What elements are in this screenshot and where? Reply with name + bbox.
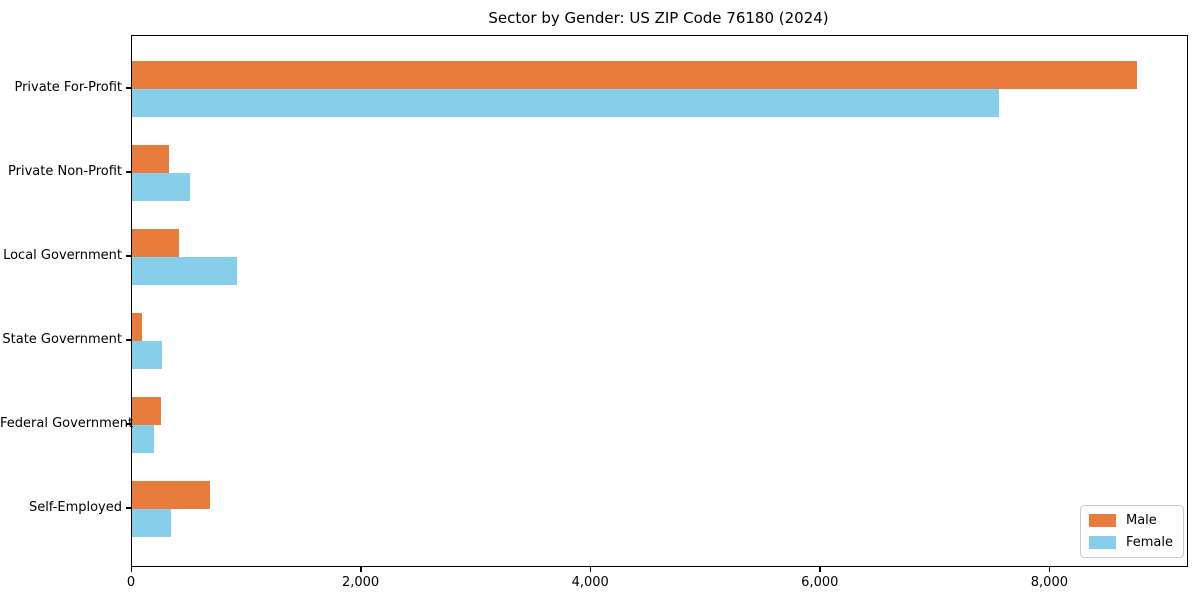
- legend-label: Female: [1125, 535, 1173, 550]
- bar-female-2: [132, 257, 237, 285]
- bar-male-5: [132, 481, 211, 509]
- y-tick-label: State Government: [2, 332, 122, 347]
- y-tick-mark: [126, 423, 131, 425]
- bar-male-4: [132, 397, 162, 425]
- x-tick-mark: [1048, 566, 1051, 572]
- y-tick-label: Local Government: [3, 248, 122, 263]
- plot-area: Male Female: [131, 35, 1188, 567]
- bar-female-4: [132, 425, 154, 453]
- y-tick-label: Private For-Profit: [14, 80, 122, 95]
- legend-swatch-female: [1088, 536, 1116, 549]
- legend-item-male: Male: [1088, 513, 1173, 528]
- legend-label: Male: [1125, 513, 1157, 528]
- bar-male-3: [132, 313, 143, 341]
- y-tick-mark: [126, 87, 131, 89]
- x-tick-mark: [589, 566, 592, 572]
- y-tick-label: Federal Government: [0, 416, 134, 431]
- chart-title: Sector by Gender: US ZIP Code 76180 (202…: [488, 9, 829, 27]
- legend-swatch-male: [1088, 514, 1116, 527]
- y-tick-label: Self-Employed: [28, 500, 122, 515]
- bar-male-1: [132, 145, 169, 173]
- y-tick-mark: [126, 255, 131, 257]
- bar-female-0: [132, 89, 999, 117]
- x-tick-label: 8,000: [1030, 575, 1068, 590]
- y-tick-mark: [126, 171, 131, 173]
- y-tick-mark: [126, 507, 131, 509]
- bar-male-0: [132, 61, 1137, 89]
- bar-female-3: [132, 341, 162, 369]
- y-tick-label: Private Non-Profit: [8, 164, 122, 179]
- x-tick-mark: [819, 566, 821, 572]
- y-tick-mark: [126, 339, 131, 341]
- x-tick-label: 4,000: [571, 575, 609, 590]
- bar-male-2: [132, 229, 180, 257]
- bar-female-1: [132, 173, 190, 201]
- legend-item-female: Female: [1088, 535, 1173, 550]
- x-tick-label: 6,000: [801, 575, 839, 590]
- x-tick-mark: [130, 566, 132, 572]
- x-tick-mark: [360, 566, 362, 572]
- x-tick-label: 0: [126, 575, 136, 590]
- legend: Male Female: [1079, 505, 1184, 558]
- x-tick-label: 2,000: [341, 575, 380, 590]
- bar-female-5: [132, 509, 171, 537]
